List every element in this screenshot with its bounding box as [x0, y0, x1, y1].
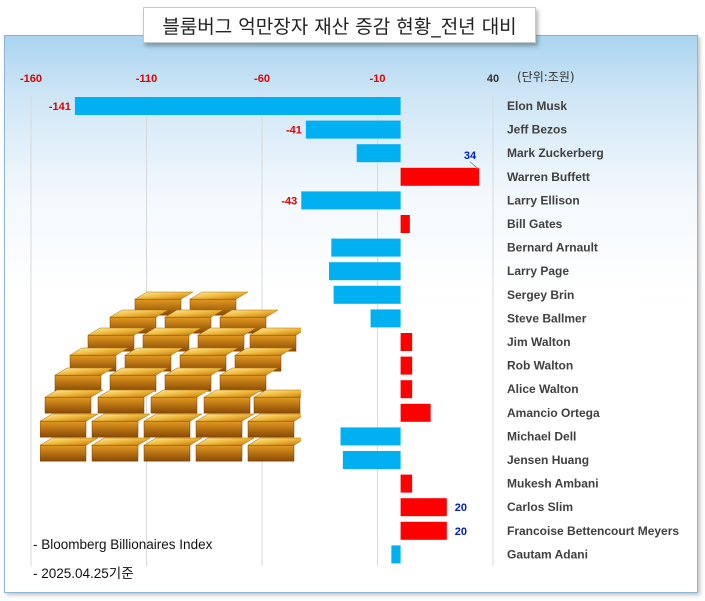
category-label: Mark Zuckerberg — [507, 146, 604, 160]
unit-label: (단위:조원) — [517, 70, 575, 84]
category-label: Alice Walton — [507, 382, 579, 396]
category-label: Elon Musk — [507, 99, 567, 113]
data-label: 20 — [455, 526, 467, 538]
category-label: Michael Dell — [507, 429, 576, 443]
bar — [305, 120, 401, 139]
bar — [328, 262, 401, 281]
x-tick-label: -110 — [136, 73, 157, 85]
bar — [400, 215, 410, 233]
bar — [400, 380, 413, 399]
x-tick-label: 40 — [487, 73, 499, 85]
bar — [370, 309, 401, 328]
bar — [400, 474, 413, 493]
category-label: Amancio Ortega — [507, 406, 600, 420]
bar — [391, 545, 401, 564]
data-label: -41 — [286, 125, 302, 137]
category-label: Larry Ellison — [507, 193, 580, 207]
data-label: 20 — [455, 502, 467, 514]
bar — [400, 498, 447, 517]
category-label: Bill Gates — [507, 217, 563, 231]
category-label: Bernard Arnault — [507, 241, 598, 255]
category-label: Jeff Bezos — [507, 123, 567, 137]
category-label: Carlos Slim — [507, 500, 573, 514]
category-label: Jim Walton — [507, 335, 571, 349]
date-note: - 2025.04.25기준 — [33, 566, 134, 581]
data-label: 34 — [464, 150, 477, 162]
bar — [400, 521, 447, 540]
category-label: Francoise Bettencourt Meyers — [507, 524, 679, 538]
bar — [333, 285, 401, 304]
bar — [331, 238, 401, 257]
x-tick-label: -160 — [20, 73, 42, 85]
category-label: Gautam Adani — [507, 547, 588, 561]
category-label: Steve Ballmer — [507, 311, 587, 325]
chart-title: 블룸버그 억만장자 재산 증감 현황_전년 대비 — [143, 7, 536, 43]
data-label: -43 — [281, 195, 297, 207]
category-label: Rob Walton — [507, 359, 573, 373]
bar — [400, 167, 480, 186]
x-tick-label: -10 — [370, 73, 386, 85]
source-note: - Bloomberg Billionaires Index — [33, 537, 213, 552]
category-label: Warren Buffett — [507, 170, 590, 184]
bar — [340, 427, 401, 446]
bar — [342, 451, 401, 469]
data-label: -141 — [49, 101, 71, 113]
data-label-leader — [469, 161, 479, 170]
category-label: Jensen Huang — [507, 453, 589, 467]
bar — [400, 356, 413, 375]
category-label: Sergey Brin — [507, 288, 574, 302]
bar — [301, 191, 401, 210]
x-tick-label: -60 — [254, 73, 270, 85]
gold-bars-image — [40, 291, 301, 462]
category-label: Mukesh Ambani — [507, 477, 599, 491]
bar — [400, 333, 413, 351]
bar — [356, 144, 401, 163]
bar — [74, 97, 401, 115]
bar — [400, 403, 431, 422]
category-label: Larry Page — [507, 264, 569, 278]
